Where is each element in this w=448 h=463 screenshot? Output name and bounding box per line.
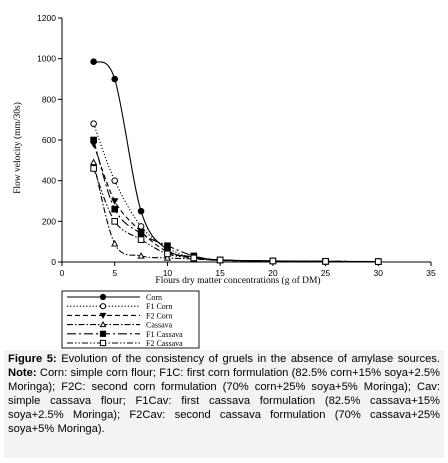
y-tick-label: 0 (51, 257, 56, 267)
legend-item-f1-corn: F1 Corn (67, 302, 172, 311)
series-f2-cassava (90, 165, 382, 265)
y-tick-label: 1200 (37, 13, 56, 23)
x-tick-label: 20 (268, 268, 278, 278)
series-line-f2-cassava (93, 168, 379, 263)
legend-label: Corn (146, 293, 162, 302)
data-point (89, 158, 98, 166)
data-point (269, 257, 277, 265)
legend-label: F2 Cassava (146, 339, 183, 348)
series-corn (90, 58, 382, 265)
data-point (164, 250, 171, 258)
x-tick-label: 30 (374, 268, 384, 278)
data-point (99, 312, 107, 320)
data-point (111, 205, 119, 213)
y-tick-label: 400 (42, 176, 56, 186)
data-point (99, 303, 107, 310)
data-point (322, 258, 329, 265)
x-tick-label: 25 (321, 268, 331, 278)
data-point (90, 136, 97, 144)
data-point (99, 293, 107, 301)
data-point (190, 254, 198, 262)
series-f1-cassava (90, 136, 382, 265)
series-layer (89, 58, 382, 266)
caption-text: Evolution of the consistency of gruels i… (56, 353, 440, 365)
series-cassava (89, 158, 382, 265)
legend-label: F2 Corn (146, 311, 172, 320)
data-point (111, 177, 119, 184)
data-point (111, 75, 119, 83)
legend-item-f2-cassava: F2 Cassava (67, 339, 183, 348)
series-line-corn (93, 61, 379, 263)
legend-label: F1 Corn (146, 302, 172, 311)
data-point (99, 330, 107, 337)
series-line-cassava (93, 162, 379, 263)
data-point (374, 258, 382, 265)
legend-item-f2-corn: F2 Corn (67, 311, 172, 320)
y-tick-label: 600 (42, 135, 56, 145)
data-point (216, 256, 224, 264)
x-tick-label: 5 (112, 268, 117, 278)
data-point (111, 198, 119, 205)
series-f1-corn (90, 120, 382, 265)
note-text: Corn: simple corn flour; F1C: first corn… (8, 367, 440, 435)
data-point (99, 320, 107, 328)
legend-box (61, 290, 200, 349)
data-point (137, 223, 145, 230)
x-axis-label: Flours dry matter concentrations (g of D… (155, 275, 320, 286)
data-point (137, 230, 145, 237)
chart: 0 5 10 15 20 25 30 35 0 200 400 600 800 1000 1200 Flow… (12, 13, 436, 349)
figure-label: Figure 5: (8, 353, 57, 365)
figure-caption: Figure 5: Evolution of the consistency o… (4, 350, 444, 458)
legend-label: Cassava (146, 321, 173, 330)
data-point (111, 239, 119, 247)
y-tick-label: 1000 (37, 54, 56, 64)
data-point (137, 207, 145, 215)
legend-item-corn: Corn (67, 293, 162, 302)
data-point (137, 236, 145, 243)
series-line-f1-cassava (93, 139, 379, 263)
note-label: Note: (8, 367, 37, 379)
series-line-f2-corn (93, 143, 379, 263)
x-tick-label: 10 (163, 268, 173, 278)
data-point (164, 242, 171, 250)
y-axis-label: Flow velocity (mm/30s) (12, 102, 23, 194)
y-tick-label: 800 (42, 94, 56, 104)
legend-item-f1-cassava: F1 Cassava (67, 330, 183, 339)
data-point (90, 58, 97, 66)
legend-item-cassava: Cassava (67, 321, 173, 330)
x-tick-label: 0 (60, 268, 65, 278)
data-point (111, 218, 119, 225)
data-point (90, 120, 97, 128)
series-f2-corn (89, 141, 382, 266)
data-point (163, 254, 172, 261)
axes: 0 5 10 15 20 25 30 35 0 200 400 600 800 1000 1200 (37, 13, 436, 278)
x-tick-label: 15 (215, 268, 225, 278)
legend-label: F1 Cassava (146, 330, 183, 339)
data-point (90, 165, 97, 172)
data-point (99, 339, 107, 347)
x-tick-label: 35 (426, 268, 436, 278)
data-point (137, 252, 145, 259)
y-tick-label: 200 (42, 216, 56, 226)
